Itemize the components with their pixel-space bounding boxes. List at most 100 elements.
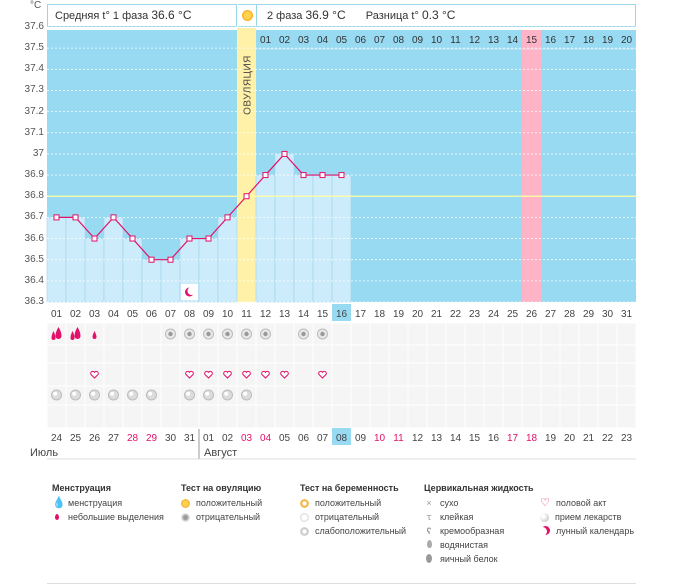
symbol-cell bbox=[274, 404, 295, 429]
temperature-fill-bar bbox=[274, 153, 295, 303]
symbol-cell bbox=[616, 404, 637, 429]
symbol-cell bbox=[141, 344, 162, 364]
symbol-cell bbox=[597, 362, 618, 387]
temperature-point bbox=[91, 235, 98, 242]
symbol-cell bbox=[407, 385, 428, 406]
legend-label: сухо bbox=[440, 498, 459, 508]
calendar-date-label: 01 bbox=[203, 433, 215, 444]
symbol-cell bbox=[350, 362, 371, 387]
top-day-label: 01 bbox=[260, 35, 272, 46]
symbol-cell bbox=[521, 362, 542, 387]
phase1-value: 36.6 °C bbox=[151, 8, 192, 22]
symbol-cell bbox=[445, 322, 466, 346]
unit-label: °C bbox=[30, 0, 42, 11]
y-tick-label: 36.9 bbox=[24, 169, 44, 181]
y-tick-label: 37.5 bbox=[24, 42, 44, 54]
legend-label: лунный календарь bbox=[556, 526, 635, 536]
symbol-cell bbox=[578, 385, 599, 406]
bottom-divider bbox=[47, 583, 636, 584]
pill-icon-highlight bbox=[129, 391, 134, 396]
legend-label: кремообразная bbox=[440, 526, 505, 536]
y-tick-label: 37.2 bbox=[24, 105, 44, 117]
legend-other: ♡ половой акт прием лекарств лунный кален… bbox=[540, 483, 634, 538]
temperature-point bbox=[281, 150, 288, 157]
cycle-day-label: 09 bbox=[203, 309, 215, 320]
cycle-day-label: 08 bbox=[184, 309, 196, 320]
drop-icon: 💧 bbox=[52, 497, 66, 509]
symbol-cell bbox=[217, 344, 238, 364]
symbol-cell bbox=[616, 362, 637, 387]
calendar-date-label: 11 bbox=[393, 433, 404, 444]
symbol-cell bbox=[559, 404, 580, 429]
symbol-cell bbox=[179, 344, 200, 364]
top-day-label: 15 bbox=[526, 35, 538, 46]
symbol-cell bbox=[331, 404, 352, 429]
symbol-cell bbox=[122, 344, 143, 364]
symbol-cell bbox=[597, 404, 618, 429]
calendar-date-label: 27 bbox=[108, 433, 120, 444]
cycle-day-label: 17 bbox=[355, 309, 367, 320]
calendar-date-label: 04 bbox=[260, 433, 272, 444]
negative-test-icon bbox=[181, 512, 190, 522]
symbol-cell bbox=[407, 344, 428, 364]
egg-white-icon bbox=[424, 554, 434, 564]
symbol-cell bbox=[255, 344, 276, 364]
ovulation-label: ОВУЛЯЦИЯ bbox=[243, 55, 254, 115]
cycle-day-label: 19 bbox=[393, 309, 405, 320]
cycle-day-label: 11 bbox=[241, 309, 252, 320]
heart-icon bbox=[318, 370, 327, 379]
legend-title: Тест на овуляцию bbox=[181, 483, 262, 493]
symbol-cell bbox=[274, 322, 295, 346]
heart-icon bbox=[223, 370, 232, 379]
menstruation-drop-icon bbox=[74, 327, 81, 339]
cycle-day-label: 13 bbox=[279, 309, 291, 320]
legend-label: небольшие выделения bbox=[68, 512, 164, 522]
symbol-cell bbox=[103, 404, 124, 429]
legend-item: 💧 менструация bbox=[52, 496, 164, 510]
phase1-summary: Средняя t° 1 фаза 36.6 °C bbox=[47, 4, 237, 27]
highlighted-day-column bbox=[522, 30, 541, 302]
symbol-cell bbox=[407, 322, 428, 346]
negative-ovulation-test-dot bbox=[206, 331, 211, 337]
legend-item: ♡ половой акт bbox=[540, 496, 634, 510]
pill-icon-highlight bbox=[224, 391, 229, 396]
symbol-cell bbox=[597, 385, 618, 406]
symbol-cell bbox=[578, 322, 599, 346]
calendar-date-label: 24 bbox=[51, 433, 63, 444]
y-tick-label: 37 bbox=[32, 147, 44, 159]
top-day-label: 04 bbox=[317, 35, 329, 46]
symbol-cell bbox=[464, 385, 485, 406]
heart-icon: ♡ bbox=[540, 497, 550, 509]
y-tick-label: 36.3 bbox=[24, 296, 44, 307]
y-tick-label: 36.7 bbox=[24, 211, 44, 223]
symbol-cell bbox=[483, 385, 504, 406]
temperature-point bbox=[186, 235, 193, 242]
negative-ovulation-test-dot bbox=[263, 331, 268, 337]
calendar-date-label: 13 bbox=[431, 433, 443, 444]
temperature-point bbox=[262, 172, 269, 179]
ovulation-sun-cell bbox=[238, 4, 256, 27]
top-day-label: 10 bbox=[431, 35, 443, 46]
cycle-day-label: 15 bbox=[317, 309, 329, 320]
cycle-day-label: 02 bbox=[70, 309, 82, 320]
cycle-day-label: 27 bbox=[545, 309, 557, 320]
today-cell bbox=[332, 428, 351, 445]
heart-icon bbox=[242, 370, 251, 379]
legend-pregnancy-test: Тест на беременность положительный отриц… bbox=[300, 483, 406, 538]
temperature-fill-bar bbox=[84, 238, 105, 303]
current-day-cell bbox=[332, 304, 351, 321]
symbol-cell bbox=[274, 344, 295, 364]
negative-ovulation-test-dot bbox=[225, 331, 230, 337]
symbol-cell bbox=[103, 362, 124, 387]
legend-ovulation-test: Тест на овуляцию положительный отрицател… bbox=[181, 483, 262, 524]
cycle-day-label: 28 bbox=[564, 309, 576, 320]
negative-ovulation-test-dot bbox=[168, 331, 173, 337]
symbol-cell bbox=[483, 322, 504, 346]
symbol-cell bbox=[369, 362, 390, 387]
symbol-cell bbox=[255, 385, 276, 406]
top-day-label: 13 bbox=[488, 35, 500, 46]
month-label-august: Август bbox=[204, 447, 238, 459]
symbol-cell bbox=[445, 404, 466, 429]
symbol-cell bbox=[65, 344, 86, 364]
